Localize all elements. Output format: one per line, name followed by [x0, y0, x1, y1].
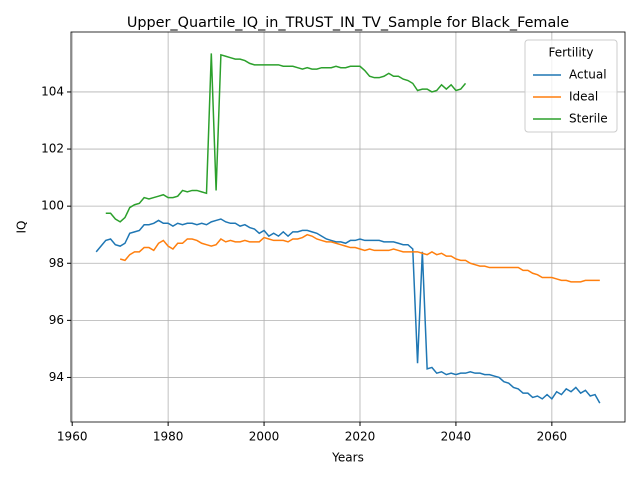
y-tick-label: 98 — [49, 256, 64, 270]
legend-label: Sterile — [569, 112, 608, 126]
x-tick-label: 1980 — [153, 430, 184, 444]
legend-box — [524, 39, 618, 133]
y-tick-label: 104 — [41, 84, 64, 98]
chart-title: Upper_Quartile_IQ_in_TRUST_IN_TV_Sample … — [127, 15, 569, 31]
x-tick-label: 2060 — [537, 430, 568, 444]
x-tick-label: 2020 — [345, 430, 376, 444]
line — [95, 218, 601, 404]
x-tick-label: 1960 — [57, 430, 88, 444]
x-tick-label: 2040 — [441, 430, 472, 444]
line — [105, 53, 467, 223]
y-tick-label: 96 — [49, 313, 64, 327]
legend-label: Ideal — [569, 90, 598, 104]
line — [119, 233, 600, 283]
y-axis-label: IQ — [15, 221, 29, 234]
plot-frame — [70, 31, 626, 423]
x-axis-label: Years — [331, 451, 364, 465]
y-tick-label: 100 — [41, 199, 64, 213]
legend-label: Actual — [569, 68, 607, 82]
legend-title: Fertility — [548, 46, 593, 60]
y-tick-label: 102 — [41, 142, 64, 156]
x-tick-label: 2000 — [249, 430, 280, 444]
y-tick-label: 94 — [49, 370, 64, 384]
